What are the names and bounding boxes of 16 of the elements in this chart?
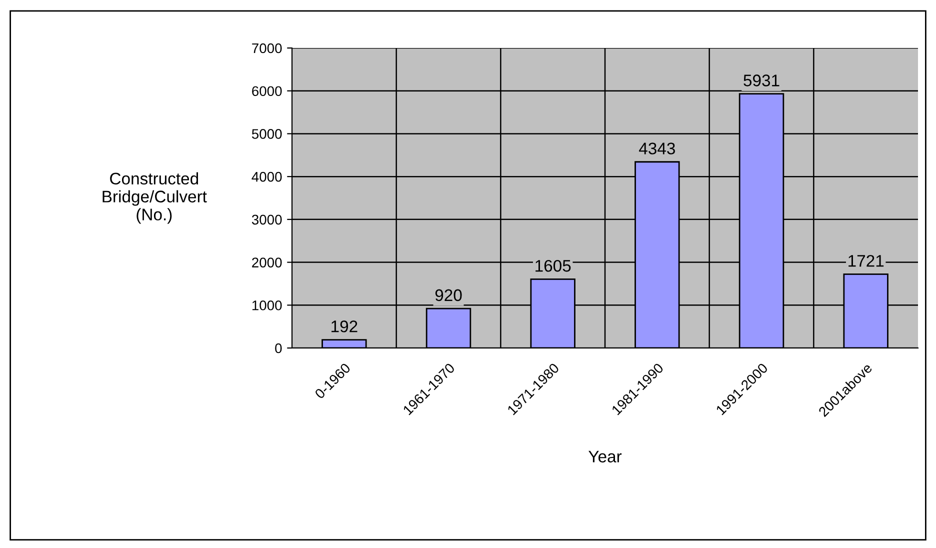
data-label: 5931 bbox=[744, 74, 780, 86]
data-label: 1721 bbox=[848, 254, 884, 267]
y-tick-label: 3000 bbox=[252, 214, 282, 225]
y-tick-label: 1000 bbox=[252, 300, 282, 310]
y-tick-label: 2000 bbox=[252, 258, 282, 268]
y-axis-title: Constructed Bridge/Culvert (No.) bbox=[102, 172, 207, 224]
data-label: 1605 bbox=[536, 260, 571, 272]
x-axis-title: Year bbox=[588, 450, 622, 462]
data-label: 920 bbox=[435, 289, 462, 302]
data-label: 192 bbox=[332, 320, 358, 332]
y-tick-label: 4000 bbox=[252, 172, 282, 182]
y-tick-label: 0 bbox=[275, 343, 282, 354]
y-tick-label: 6000 bbox=[252, 86, 282, 96]
y-tick-label: 7000 bbox=[252, 43, 282, 54]
y-tick-label: 5000 bbox=[252, 129, 282, 139]
data-label: 4343 bbox=[639, 142, 675, 154]
